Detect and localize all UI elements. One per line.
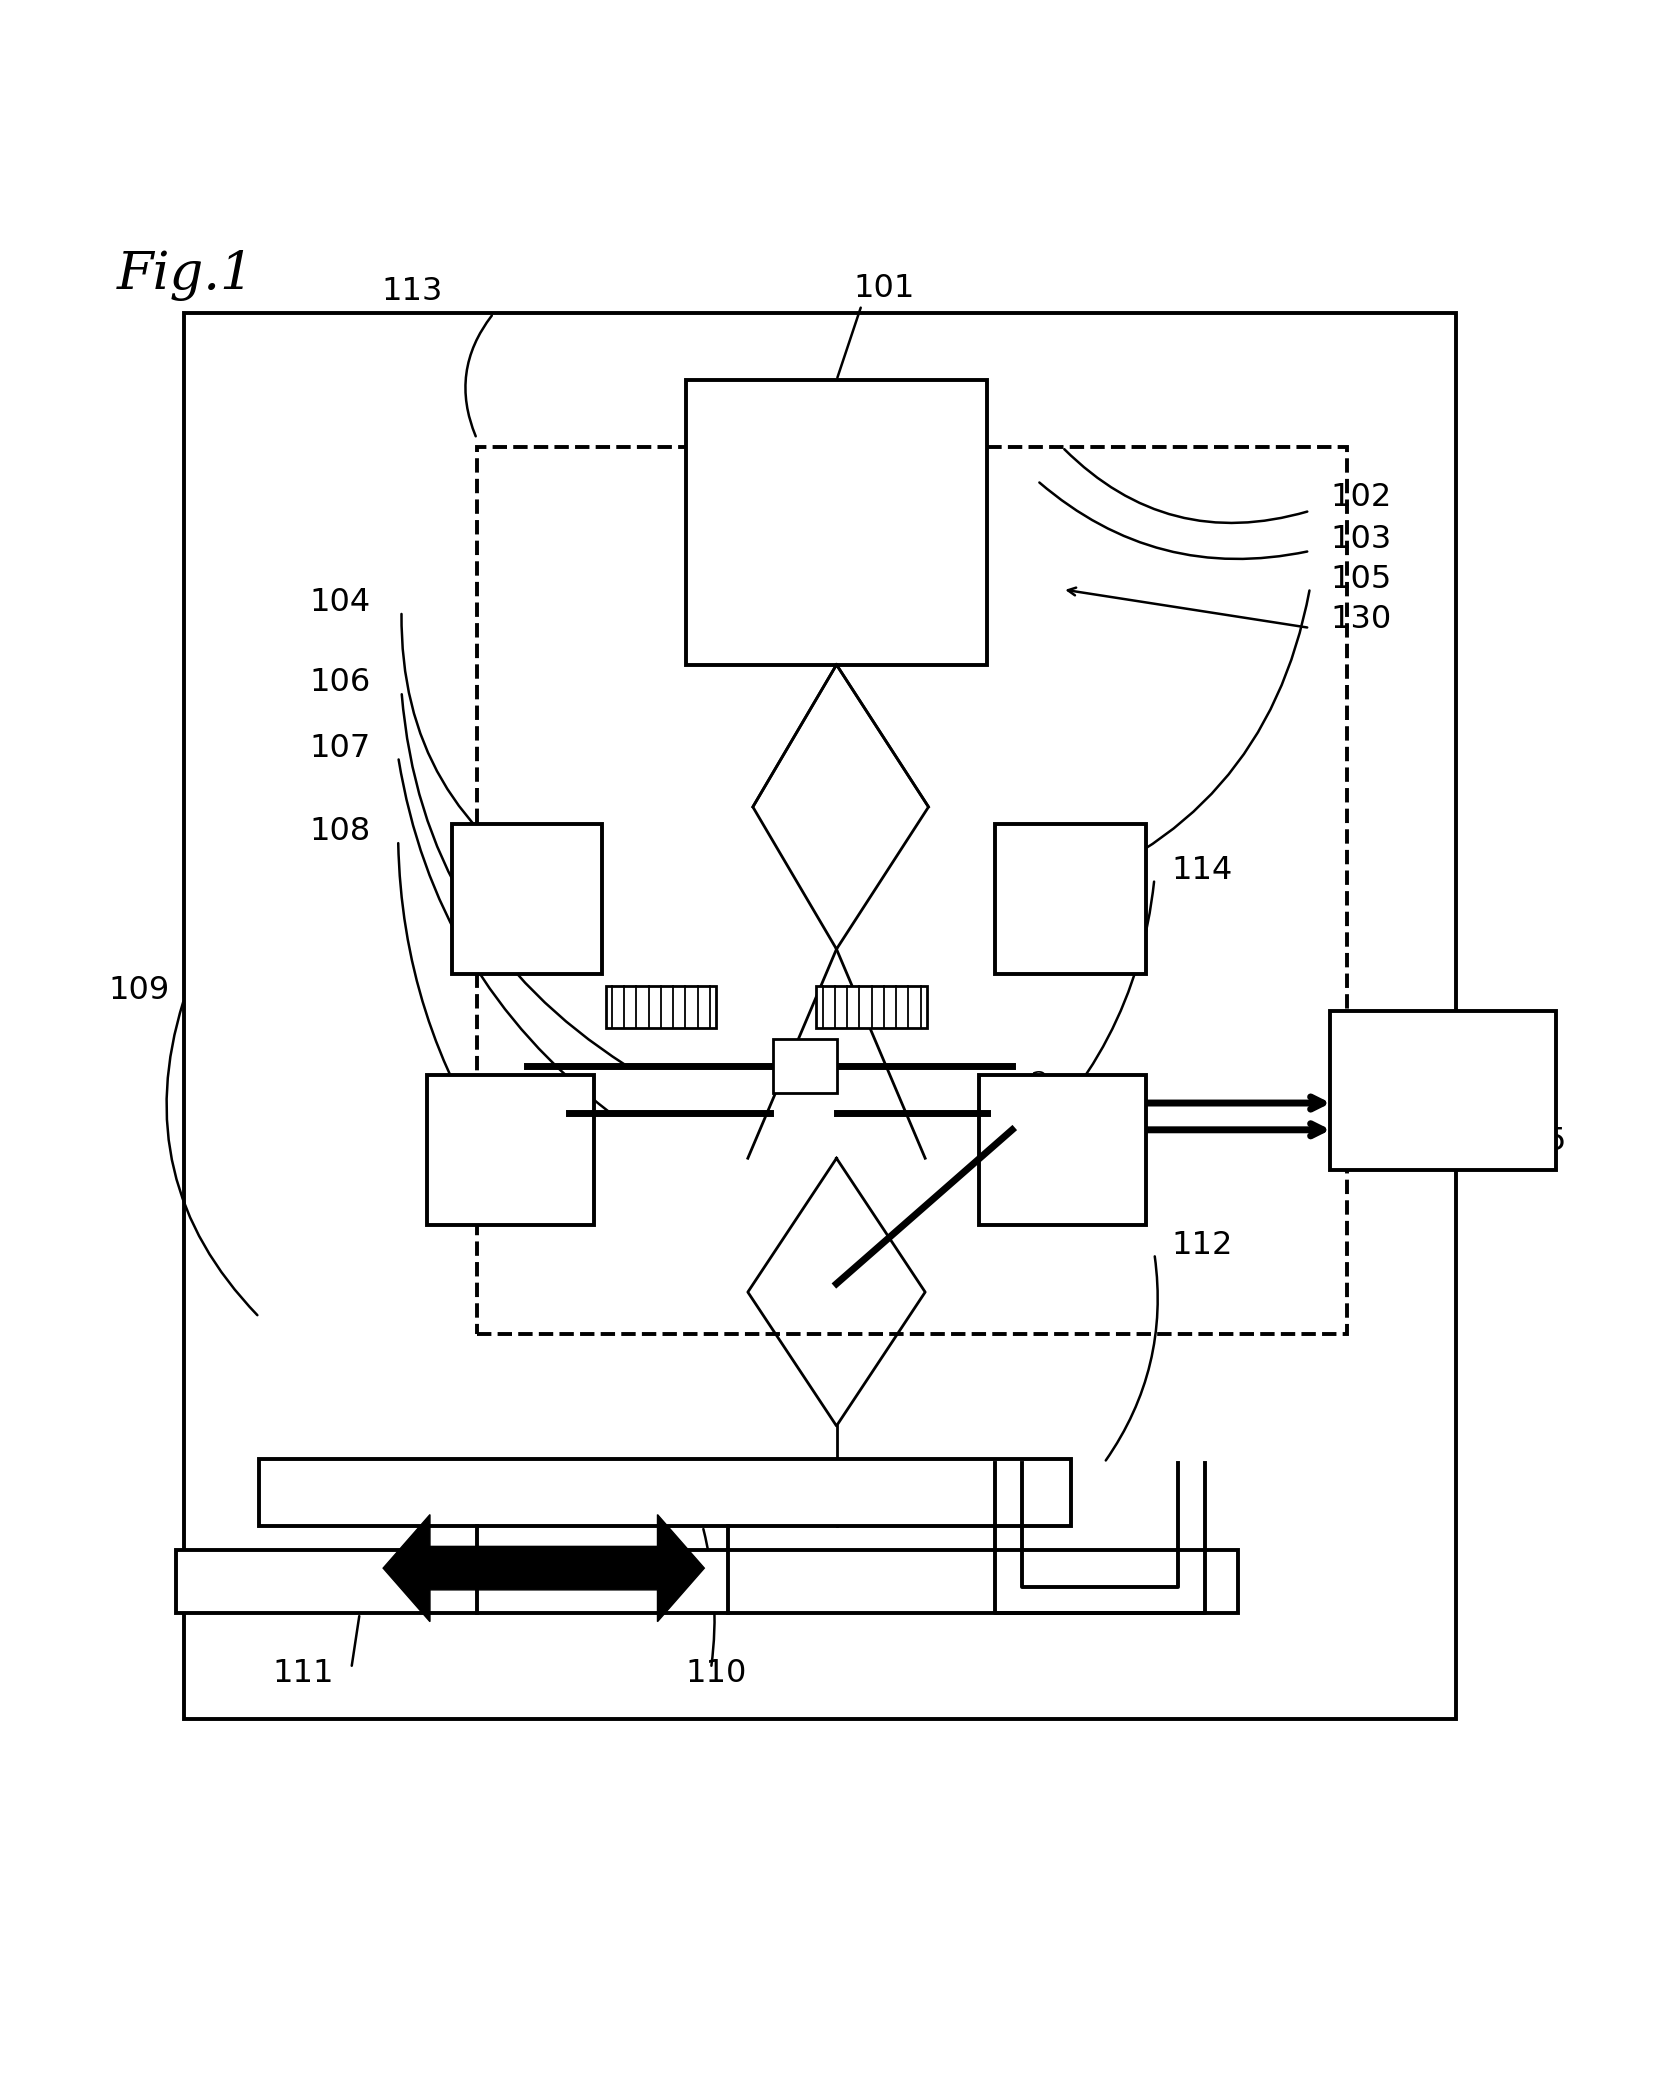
- FancyBboxPatch shape: [816, 987, 927, 1029]
- FancyBboxPatch shape: [427, 1075, 594, 1226]
- Text: 105: 105: [1330, 565, 1392, 594]
- Text: 110: 110: [686, 1658, 748, 1690]
- FancyBboxPatch shape: [979, 1075, 1146, 1226]
- Text: 112: 112: [1171, 1230, 1233, 1261]
- FancyBboxPatch shape: [1330, 1012, 1556, 1169]
- Text: a: a: [1029, 1064, 1049, 1096]
- Text: 113: 113: [381, 275, 443, 306]
- Text: 106: 106: [310, 667, 371, 699]
- Text: 102: 102: [1330, 483, 1392, 512]
- Text: 109: 109: [109, 976, 171, 1005]
- Polygon shape: [383, 1515, 704, 1623]
- FancyBboxPatch shape: [995, 823, 1146, 974]
- FancyBboxPatch shape: [452, 823, 602, 974]
- Text: 104: 104: [310, 588, 371, 619]
- FancyBboxPatch shape: [606, 987, 716, 1029]
- FancyBboxPatch shape: [184, 313, 1456, 1719]
- Text: 101: 101: [853, 273, 915, 304]
- FancyBboxPatch shape: [686, 380, 987, 665]
- Text: 107: 107: [310, 733, 371, 764]
- Text: Fig.1: Fig.1: [117, 250, 254, 300]
- FancyBboxPatch shape: [773, 1039, 836, 1094]
- Text: 114: 114: [1171, 854, 1233, 886]
- FancyBboxPatch shape: [259, 1459, 1071, 1526]
- Text: DIFF.
DETECTOR: DIFF. DETECTOR: [1365, 1062, 1521, 1119]
- Text: 125: 125: [1506, 1125, 1568, 1157]
- Text: 111: 111: [273, 1658, 335, 1690]
- Text: 130: 130: [1330, 605, 1392, 634]
- Text: b: b: [1029, 1131, 1051, 1163]
- Text: 103: 103: [1330, 523, 1392, 554]
- FancyBboxPatch shape: [176, 1549, 1238, 1614]
- Text: 108: 108: [310, 817, 371, 848]
